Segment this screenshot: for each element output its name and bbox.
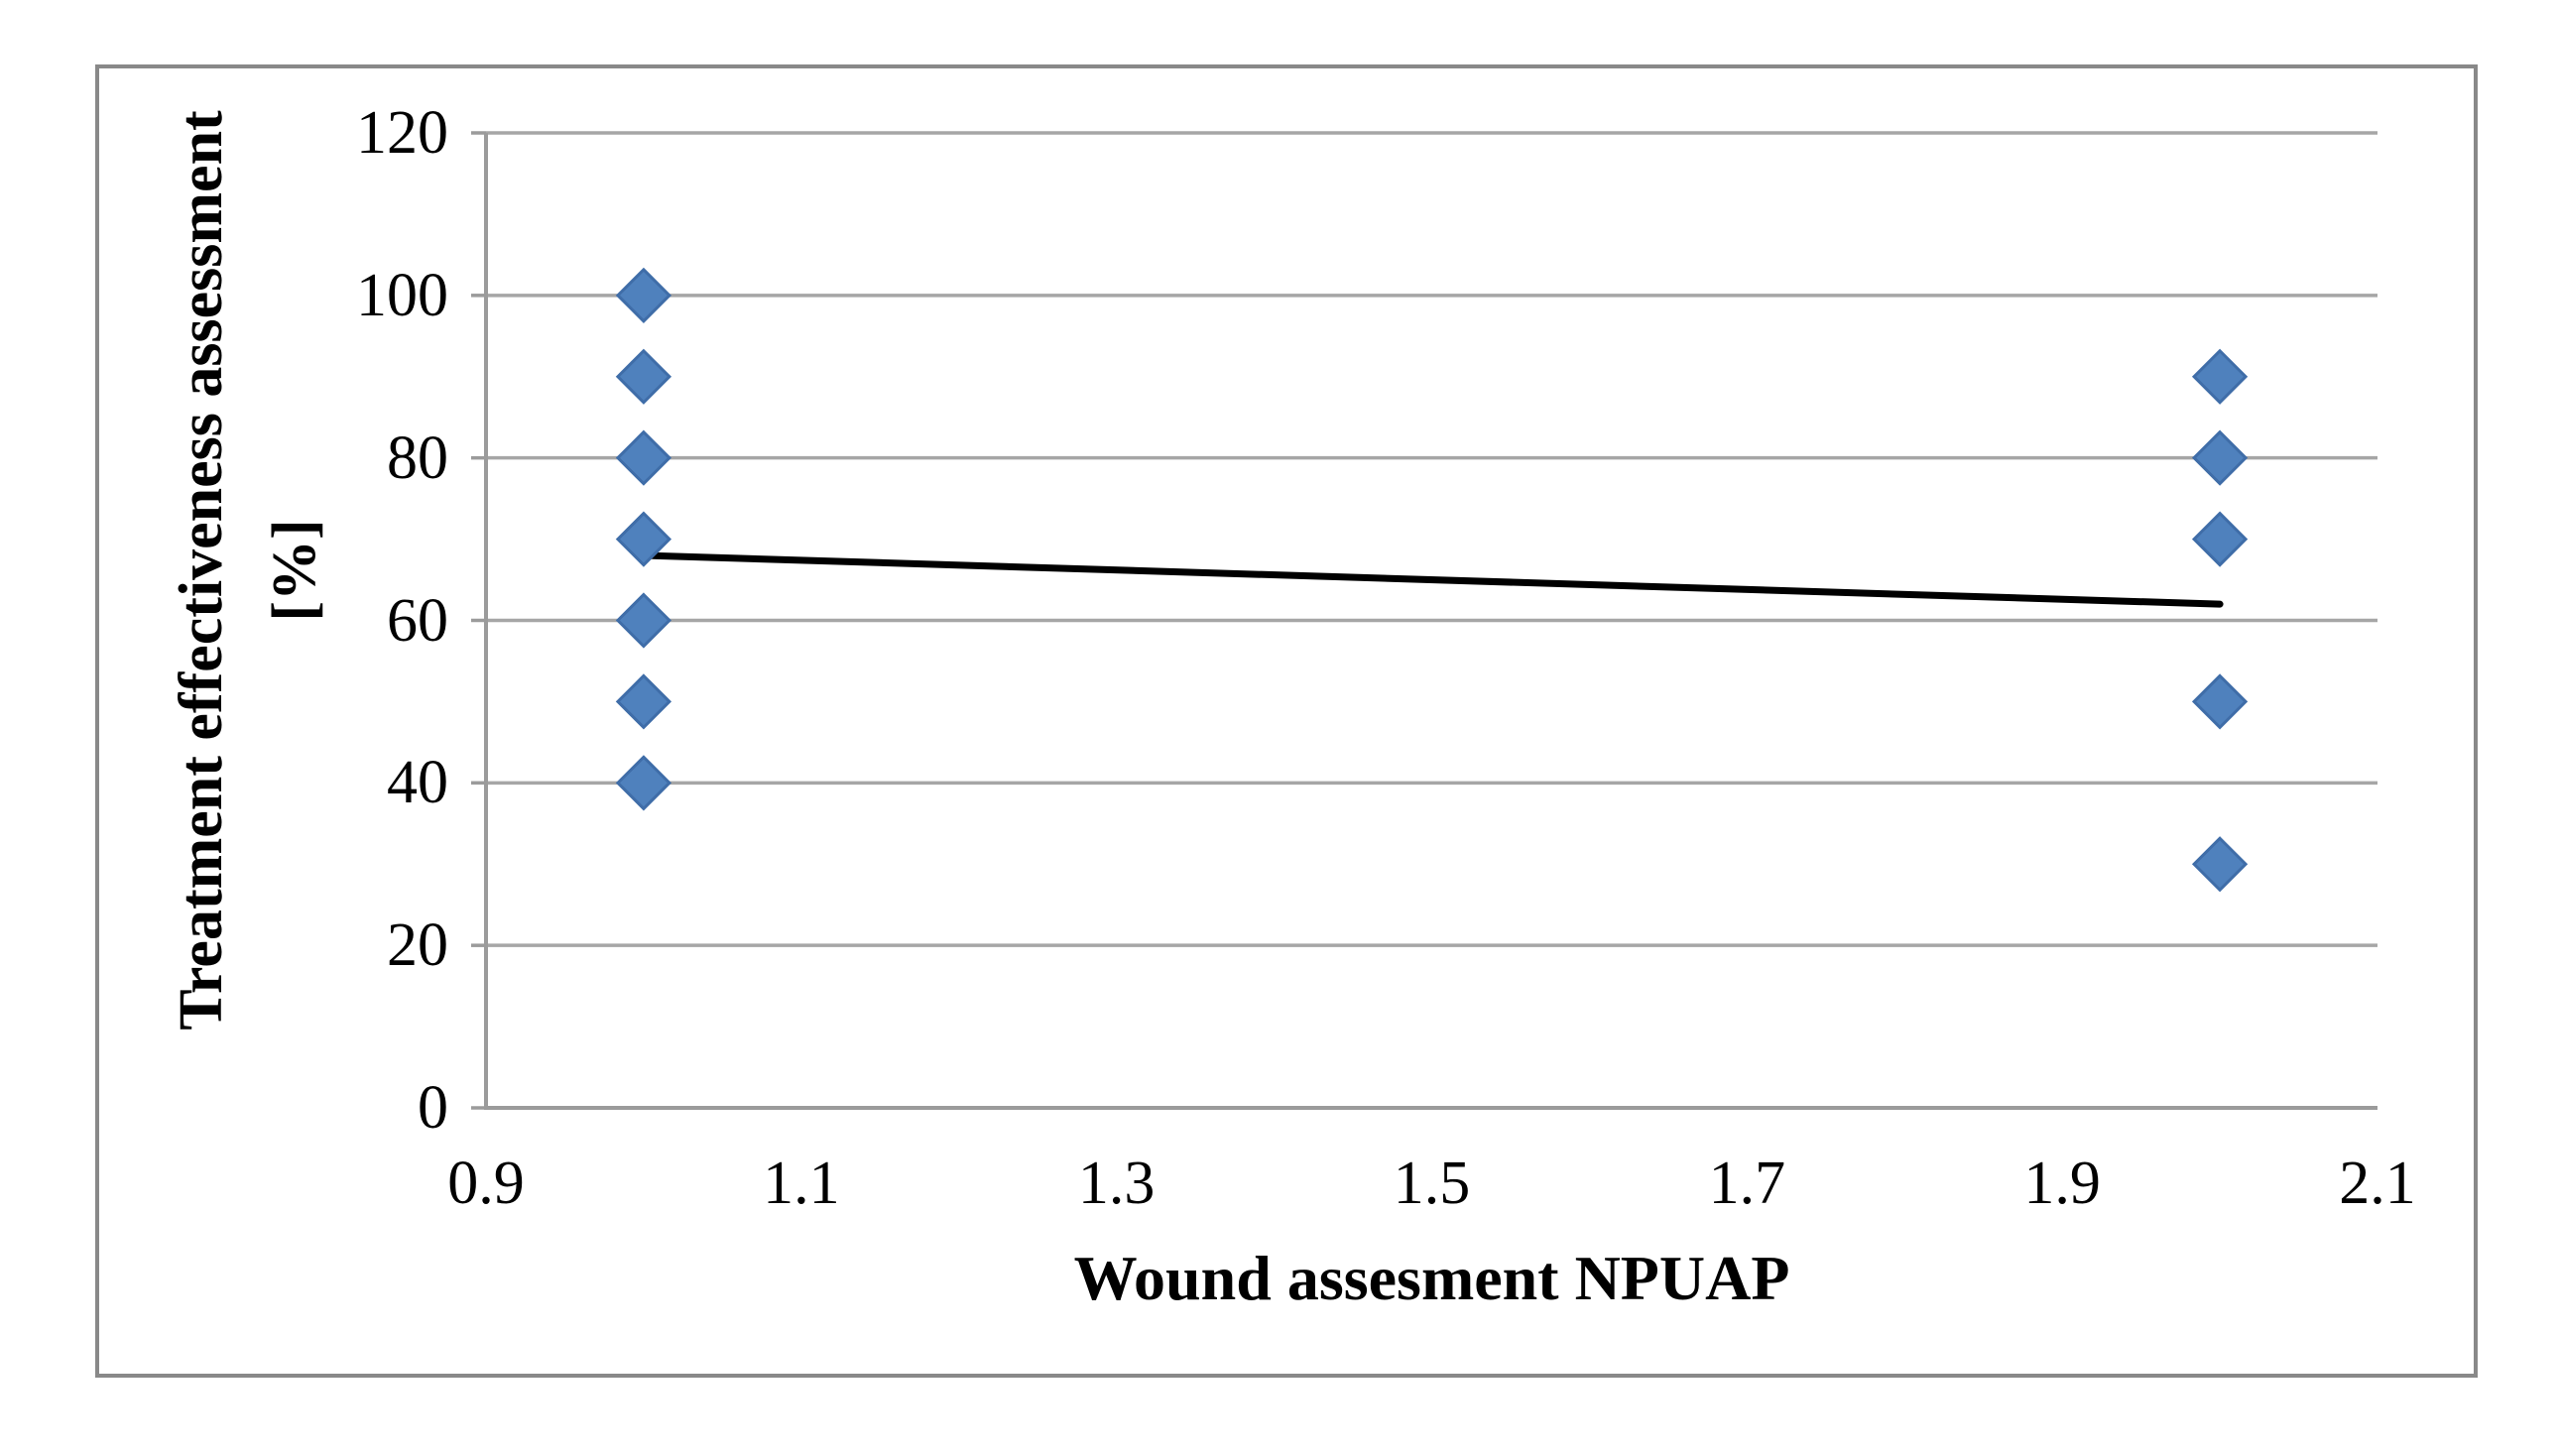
y-tick-label: 0 bbox=[418, 1074, 448, 1142]
data-point-diamond bbox=[2191, 511, 2249, 567]
data-point-diamond bbox=[2191, 429, 2249, 486]
data-point-diamond bbox=[2191, 673, 2249, 730]
y-tick-label: 60 bbox=[387, 586, 448, 655]
x-tick-label: 1.1 bbox=[763, 1150, 840, 1217]
y-axis-title-unit: [%] bbox=[261, 519, 328, 622]
y-axis-title: Treatment effectiveness assessment [%] bbox=[155, 110, 341, 1030]
y-tick-label: 80 bbox=[387, 424, 448, 492]
x-axis-title: Wound assesment NPUAP bbox=[1073, 1243, 1790, 1313]
data-point-diamond bbox=[615, 429, 672, 486]
x-tick-label: 1.9 bbox=[2023, 1150, 2101, 1217]
chart-frame bbox=[95, 64, 2478, 1378]
x-tick-label: 1.3 bbox=[1077, 1150, 1156, 1217]
x-tick-label: 0.9 bbox=[447, 1150, 525, 1217]
data-point-diamond bbox=[615, 673, 672, 730]
y-tick-label: 100 bbox=[356, 261, 448, 329]
data-point-diamond bbox=[615, 348, 672, 405]
y-tick-label: 20 bbox=[387, 911, 448, 980]
data-point-diamond bbox=[2191, 348, 2249, 405]
trendline bbox=[640, 551, 2224, 608]
data-point-diamond bbox=[2191, 836, 2249, 893]
y-tick-label: 40 bbox=[387, 749, 448, 817]
x-tick-label: 1.5 bbox=[1393, 1150, 1471, 1217]
data-point-diamond bbox=[615, 267, 672, 323]
y-axis-title-text: Treatment effectiveness assessment bbox=[168, 110, 235, 1031]
x-tick-label: 2.1 bbox=[2339, 1150, 2416, 1217]
x-tick-label: 1.7 bbox=[1708, 1150, 1786, 1217]
data-point-diamond bbox=[615, 755, 672, 811]
y-tick-label: 120 bbox=[356, 99, 448, 167]
data-point-diamond bbox=[615, 592, 672, 649]
data-point-diamond bbox=[615, 511, 672, 567]
